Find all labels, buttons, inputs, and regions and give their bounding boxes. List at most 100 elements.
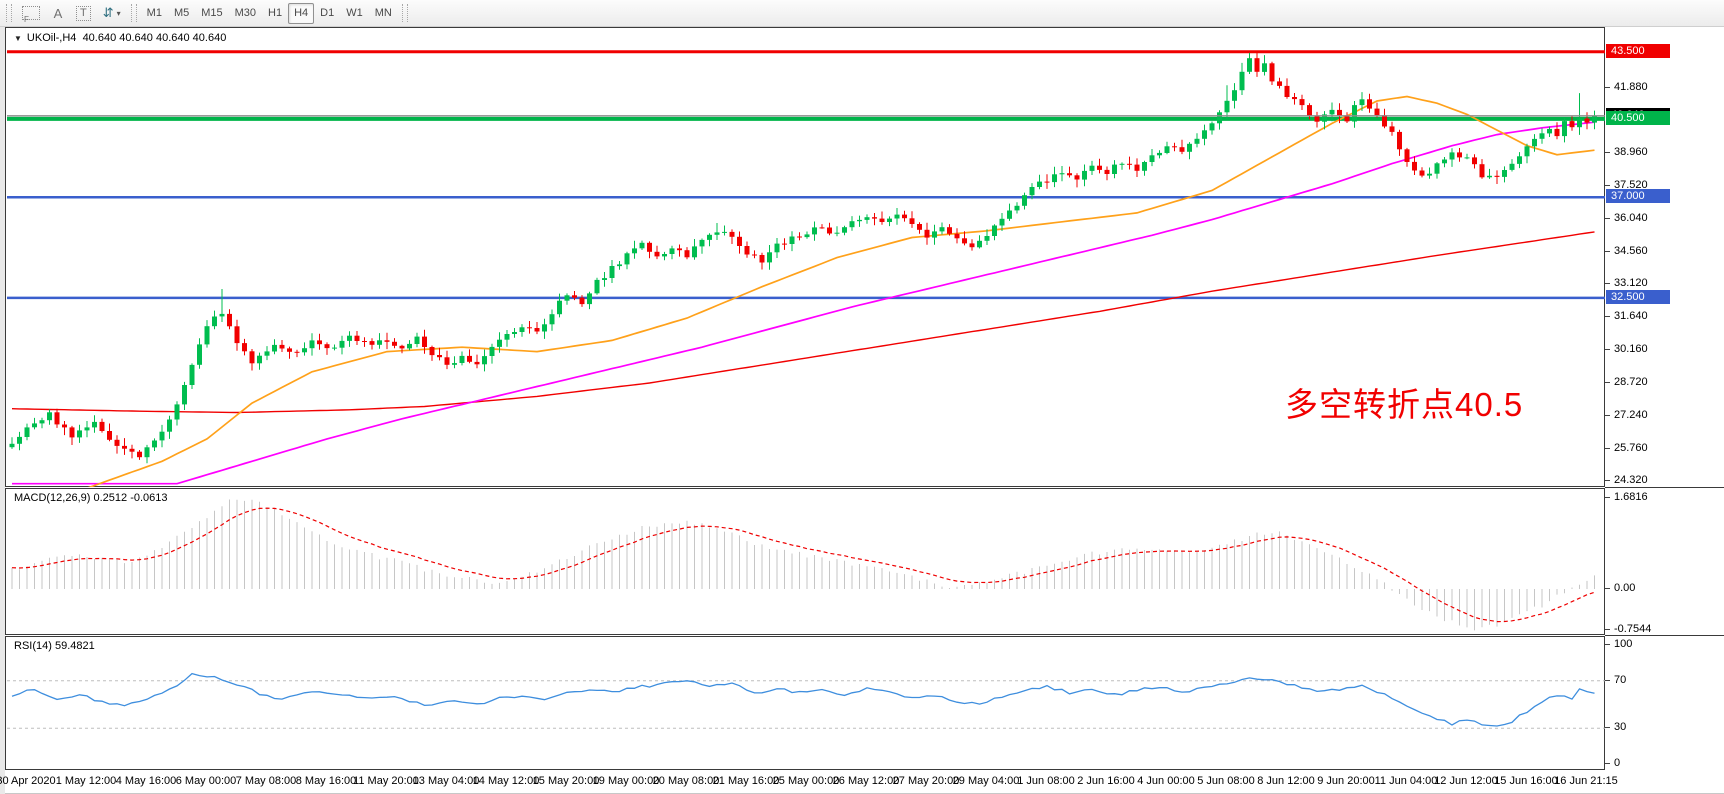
- time-axis-label: 4 May 16:00: [115, 775, 177, 787]
- hline-badge-43.500: 43.500: [1606, 43, 1670, 58]
- rsi-tick-dash: [1605, 727, 1610, 729]
- timeframe-group: M1 M5 M15 M30 H1 H4 D1 W1 MN: [141, 2, 398, 24]
- price-axis-tick: 36.040: [1614, 211, 1648, 224]
- axis-separator: [1605, 635, 1724, 636]
- symbol-name: UKOil-,H4: [26, 32, 77, 44]
- time-axis-label: 8 May 16:00: [295, 775, 357, 787]
- label-tool-button[interactable]: A: [46, 3, 70, 24]
- macd-axis-tick: 1.6816: [1614, 490, 1648, 503]
- time-axis-label: 27 May 20:00: [892, 775, 960, 787]
- timeframe-button-m30[interactable]: M30: [229, 3, 262, 24]
- time-axis-label: 13 May 04:00: [412, 775, 480, 787]
- timeframe-button-h4[interactable]: H4: [288, 2, 315, 24]
- price-chart-canvas[interactable]: [7, 29, 1605, 487]
- price-tick-dash: [1605, 283, 1610, 284]
- time-axis-label: 30 Apr 2020: [0, 775, 56, 787]
- timeframe-button-h1[interactable]: H1: [262, 3, 288, 24]
- toolbar: F A T ⇵ ▾ M1 M5 M15 M30 H1 H4 D1 W1 MN: [0, 0, 1724, 27]
- time-axis-label: 7 May 08:00: [235, 775, 297, 787]
- price-axis-tick: 37.520: [1614, 178, 1648, 191]
- symbol-dropdown-icon[interactable]: ▼: [14, 34, 22, 43]
- time-axis-label: 11 Jun 04:00: [1374, 775, 1438, 787]
- price-tick-dash: [1605, 414, 1610, 416]
- time-axis-label: 12 Jun 12:00: [1434, 775, 1498, 787]
- timeframe-button-m1[interactable]: M1: [141, 3, 168, 24]
- quote-values: 40.640 40.640 40.640 40.640: [82, 32, 227, 44]
- time-axis[interactable]: 30 Apr 2020 1 May 12:00 4 May 16:00 6 May 0…: [0, 771, 1724, 794]
- time-axis-label: 21 May 16:00: [712, 775, 780, 787]
- macd-canvas[interactable]: [7, 490, 1605, 635]
- rsi-axis-tick: 0: [1614, 757, 1621, 769]
- time-axis-label: 19 May 00:00: [592, 775, 660, 787]
- macd-tick-dash: [1605, 588, 1610, 589]
- price-axis[interactable]: 41.880 38.960 37.520 36.040 34.560 33.120 31.6…: [1605, 27, 1724, 771]
- macd-axis-tick: -0.7544: [1614, 622, 1652, 635]
- time-axis-label: 2 Jun 16:00: [1077, 775, 1135, 787]
- price-axis-tick: 24.320: [1614, 474, 1648, 486]
- arrows-tool-button[interactable]: ⇵ ▾: [97, 3, 127, 24]
- price-axis-tick: 30.160: [1614, 343, 1648, 356]
- symbol-title[interactable]: ▼ UKOil-,H4 40.640 40.640 40.640 40.640: [14, 32, 226, 44]
- price-axis-tick: 34.560: [1614, 244, 1648, 257]
- text-t-icon: T: [76, 5, 91, 21]
- macd-histogram: [11, 499, 1595, 631]
- arrows-icon: ⇵: [102, 5, 114, 20]
- timeframe-button-m5[interactable]: M5: [168, 3, 195, 24]
- chart-annotation-text[interactable]: 多空转折点40.5: [1285, 386, 1524, 423]
- timeframe-button-d1[interactable]: D1: [314, 3, 340, 24]
- price-tick-dash: [1605, 349, 1610, 351]
- price-axis-tick: 31.640: [1614, 310, 1648, 323]
- rsi-canvas[interactable]: [7, 638, 1605, 770]
- price-axis-tick: 33.120: [1614, 277, 1648, 289]
- price-tick-dash: [1605, 447, 1610, 449]
- price-tick-dash: [1605, 184, 1610, 186]
- moving-average: [11, 231, 1595, 414]
- time-axis-label: 15 May 20:00: [532, 775, 600, 787]
- hline-badge-37.000: 37.000: [1606, 189, 1670, 204]
- time-axis-label: 4 Jun 00:00: [1137, 775, 1195, 787]
- price-tick-dash: [1605, 316, 1610, 318]
- price-tick-dash: [1605, 480, 1610, 481]
- rsi-axis-tick: 70: [1614, 673, 1627, 686]
- text-tool-button[interactable]: T: [70, 3, 97, 24]
- time-axis-label: 1 May 12:00: [55, 775, 117, 787]
- hline-badge-32.500: 32.500: [1606, 289, 1670, 304]
- price-axis-tick: 28.720: [1614, 375, 1648, 388]
- price-axis-tick: 25.760: [1614, 441, 1648, 454]
- time-axis-label: 20 May 08:00: [652, 775, 720, 787]
- moving-average: [12, 121, 1595, 485]
- toolbar-grip: [130, 4, 137, 22]
- price-tick-dash: [1605, 87, 1610, 88]
- price-tick-dash: [1605, 250, 1610, 252]
- rsi-label: RSI(14) 59.4821: [14, 640, 95, 652]
- price-tick-dash: [1605, 152, 1610, 154]
- time-axis-label: 1 Jun 08:00: [1017, 775, 1075, 787]
- timeframe-button-w1[interactable]: W1: [340, 3, 369, 24]
- macd-tick-dash: [1605, 628, 1610, 630]
- macd-pane: MACD(12,26,9) 0.2512 -0.0613: [5, 488, 1605, 635]
- time-axis-label: 5 Jun 08:00: [1197, 775, 1255, 787]
- price-axis-tick: 41.880: [1614, 81, 1648, 93]
- chart-window: ▼ UKOil-,H4 40.640 40.640 40.640 40.640 多…: [0, 27, 1724, 794]
- hline-badge-40.500: 40.500: [1606, 110, 1670, 125]
- timeframe-button-m15[interactable]: M15: [195, 3, 228, 24]
- price-axis-tick: 38.960: [1614, 146, 1648, 159]
- rsi-axis-tick: 30: [1614, 721, 1627, 734]
- rsi-tick-dash: [1605, 763, 1610, 764]
- toolbar-grip: [6, 4, 12, 22]
- time-axis-label: 14 May 12:00: [472, 775, 540, 787]
- time-axis-label: 29 May 04:00: [952, 775, 1020, 787]
- rsi-tick-dash: [1605, 679, 1610, 681]
- macd-signal-line: [11, 507, 1595, 623]
- rsi-axis-tick: 100: [1614, 638, 1633, 650]
- rsi-tick-dash: [1605, 644, 1610, 645]
- chart-grid-template-button[interactable]: F: [16, 3, 46, 24]
- macd-label: MACD(12,26,9) 0.2512 -0.0613: [14, 492, 168, 504]
- timeframe-button-mn[interactable]: MN: [369, 3, 398, 24]
- candles: [9, 51, 1597, 464]
- time-axis-label: 8 Jun 12:00: [1257, 775, 1315, 787]
- time-axis-label: 6 May 00:00: [175, 775, 237, 787]
- price-tick-dash: [1605, 217, 1610, 219]
- time-axis-label: 15 Jun 16:00: [1494, 775, 1558, 787]
- time-axis-label: 9 Jun 20:00: [1317, 775, 1375, 787]
